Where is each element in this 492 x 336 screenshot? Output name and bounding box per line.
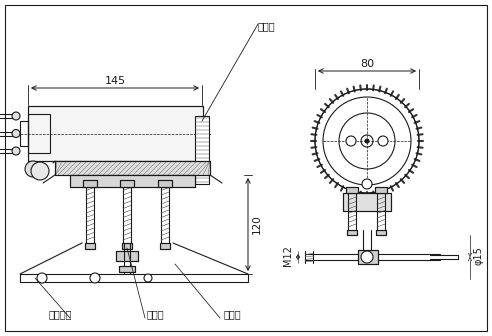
Bar [346,187,358,193]
Bar [343,193,391,211]
Circle shape [25,161,41,177]
Bar [28,114,50,153]
Bar [20,121,28,146]
Bar [55,161,210,175]
Text: 水冷壳体: 水冷壳体 [48,309,72,319]
Text: 管接头: 管接头 [223,309,241,319]
Bar [120,180,134,187]
Bar [28,106,203,161]
Bar [160,243,170,249]
Bar [346,187,358,193]
Circle shape [12,129,20,137]
Circle shape [12,147,20,155]
Bar [70,175,195,187]
Text: M12: M12 [283,246,293,266]
Bar [119,266,135,272]
Bar [347,230,357,235]
Text: 80: 80 [360,59,374,69]
Circle shape [346,136,356,146]
Bar [358,250,378,264]
Bar [158,180,172,187]
Bar [375,187,387,193]
Bar [116,251,138,261]
Bar [28,106,203,161]
Bar [376,230,386,235]
Circle shape [90,273,100,283]
Bar [85,243,95,249]
Bar [358,250,378,264]
Bar [375,187,387,193]
Bar [116,251,138,261]
Text: 145: 145 [104,76,125,86]
Bar [70,175,195,187]
Text: φ15: φ15 [473,247,483,265]
Bar [347,230,357,235]
Text: 支持器: 支持器 [146,309,164,319]
Bar [195,116,209,184]
Bar [122,243,132,249]
Circle shape [31,162,49,180]
Bar [85,243,95,249]
Circle shape [378,136,388,146]
Text: 120: 120 [252,215,262,235]
Bar [376,230,386,235]
Text: 风罩口: 风罩口 [258,21,276,31]
Circle shape [361,251,373,263]
Bar [120,180,134,187]
Bar [160,243,170,249]
Circle shape [362,179,372,189]
Bar [83,180,97,187]
Bar [343,193,391,211]
Circle shape [12,112,20,120]
Circle shape [315,89,419,193]
Bar [158,180,172,187]
Bar [83,180,97,187]
Circle shape [37,273,47,283]
Bar [122,243,132,249]
Circle shape [144,274,152,282]
Circle shape [365,139,369,143]
Bar [119,266,135,272]
